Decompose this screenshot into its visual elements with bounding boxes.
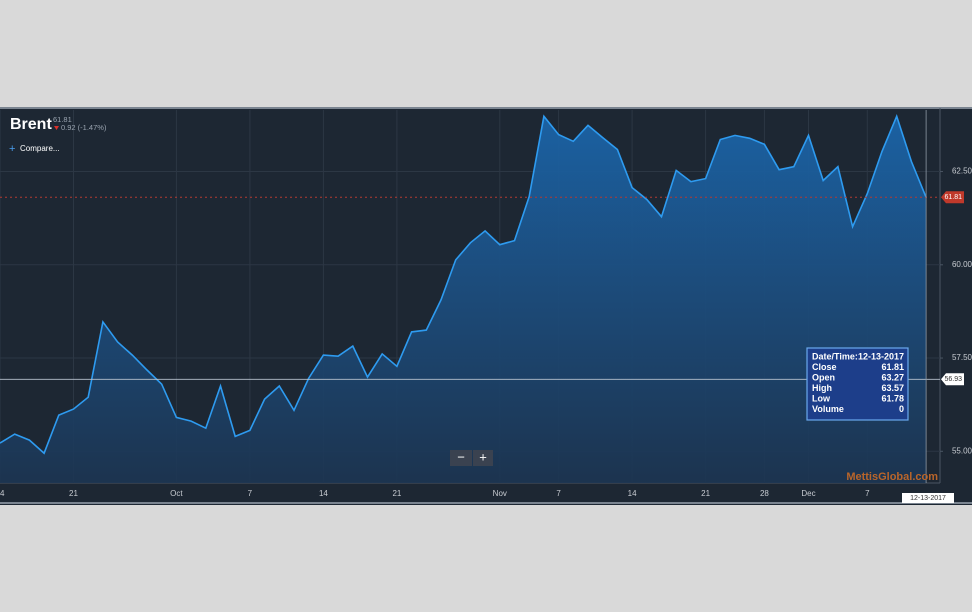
x-tick-label: 14 <box>628 489 637 498</box>
x-tick-label: 7 <box>865 489 870 498</box>
tooltip-label: Open <box>812 372 835 382</box>
crosshair-date: 12-13-2017 <box>910 495 946 502</box>
tooltip-label: Close <box>812 362 837 372</box>
area-fill <box>0 116 927 484</box>
crosshair-date-tag <box>902 493 954 503</box>
tooltip-label: Date/Time: <box>812 351 858 361</box>
compare-link[interactable]: Compare... <box>20 144 60 153</box>
x-tick-label: 28 <box>760 489 769 498</box>
x-tick-label: Oct <box>170 489 183 498</box>
zoom-in[interactable]: + <box>479 449 487 464</box>
tooltip-value: 12-13-2017 <box>858 351 904 361</box>
x-tick-label: Dec <box>801 489 815 498</box>
x-tick-label: 21 <box>701 489 710 498</box>
x-tick-label: 14 <box>0 489 5 498</box>
y-tick-label: 57.50 <box>952 353 972 362</box>
y-tick-label: 55.00 <box>952 446 972 455</box>
last-price-tag <box>941 191 964 204</box>
zoom-out-button[interactable] <box>450 450 472 466</box>
tooltip-value: 61.78 <box>881 393 904 403</box>
x-tick-label: 21 <box>69 489 78 498</box>
zoom-out[interactable]: − <box>457 449 465 464</box>
tooltip-label: High <box>812 383 832 393</box>
crosshair-tag <box>941 373 964 386</box>
compare-icon: + <box>9 143 15 155</box>
tooltip <box>806 347 909 421</box>
overlay: 61.81 56.93 12-13-2017 <box>0 110 964 503</box>
line <box>0 114 927 455</box>
down-arrow <box>54 126 59 130</box>
tooltip-value: 0 <box>899 404 904 414</box>
x-tick-label: 7 <box>556 489 561 498</box>
price: 61.81 <box>53 115 72 124</box>
tooltip-label: Volume <box>812 404 844 414</box>
x-tick-label: 21 <box>392 489 401 498</box>
symbol: Brent <box>10 116 52 133</box>
x-tick-label: 14 <box>319 489 328 498</box>
tooltip-rows: Date/Time: 12-13-2017 Close 61.81 Open 63.27 H… <box>812 351 904 414</box>
tooltip-label: Low <box>812 393 831 403</box>
y-tick-label: 60.00 <box>952 260 972 269</box>
tooltip-value: 63.57 <box>881 383 904 393</box>
zoom-in-button[interactable] <box>473 450 493 466</box>
x-tick-label: Nov <box>493 489 507 498</box>
watermark: MettisGlobal.com <box>846 471 938 483</box>
change: 0.92 (-1.47%) <box>61 123 107 132</box>
crosshair-label: 56.93 <box>944 376 962 383</box>
tooltip-value: 63.27 <box>881 372 904 382</box>
last-price-label: 61.81 <box>944 194 962 201</box>
plot <box>0 114 927 484</box>
x-tick-label: 7 <box>248 489 253 498</box>
y-tick-label: 62.50 <box>952 167 972 176</box>
tooltip-value: 61.81 <box>881 362 904 372</box>
